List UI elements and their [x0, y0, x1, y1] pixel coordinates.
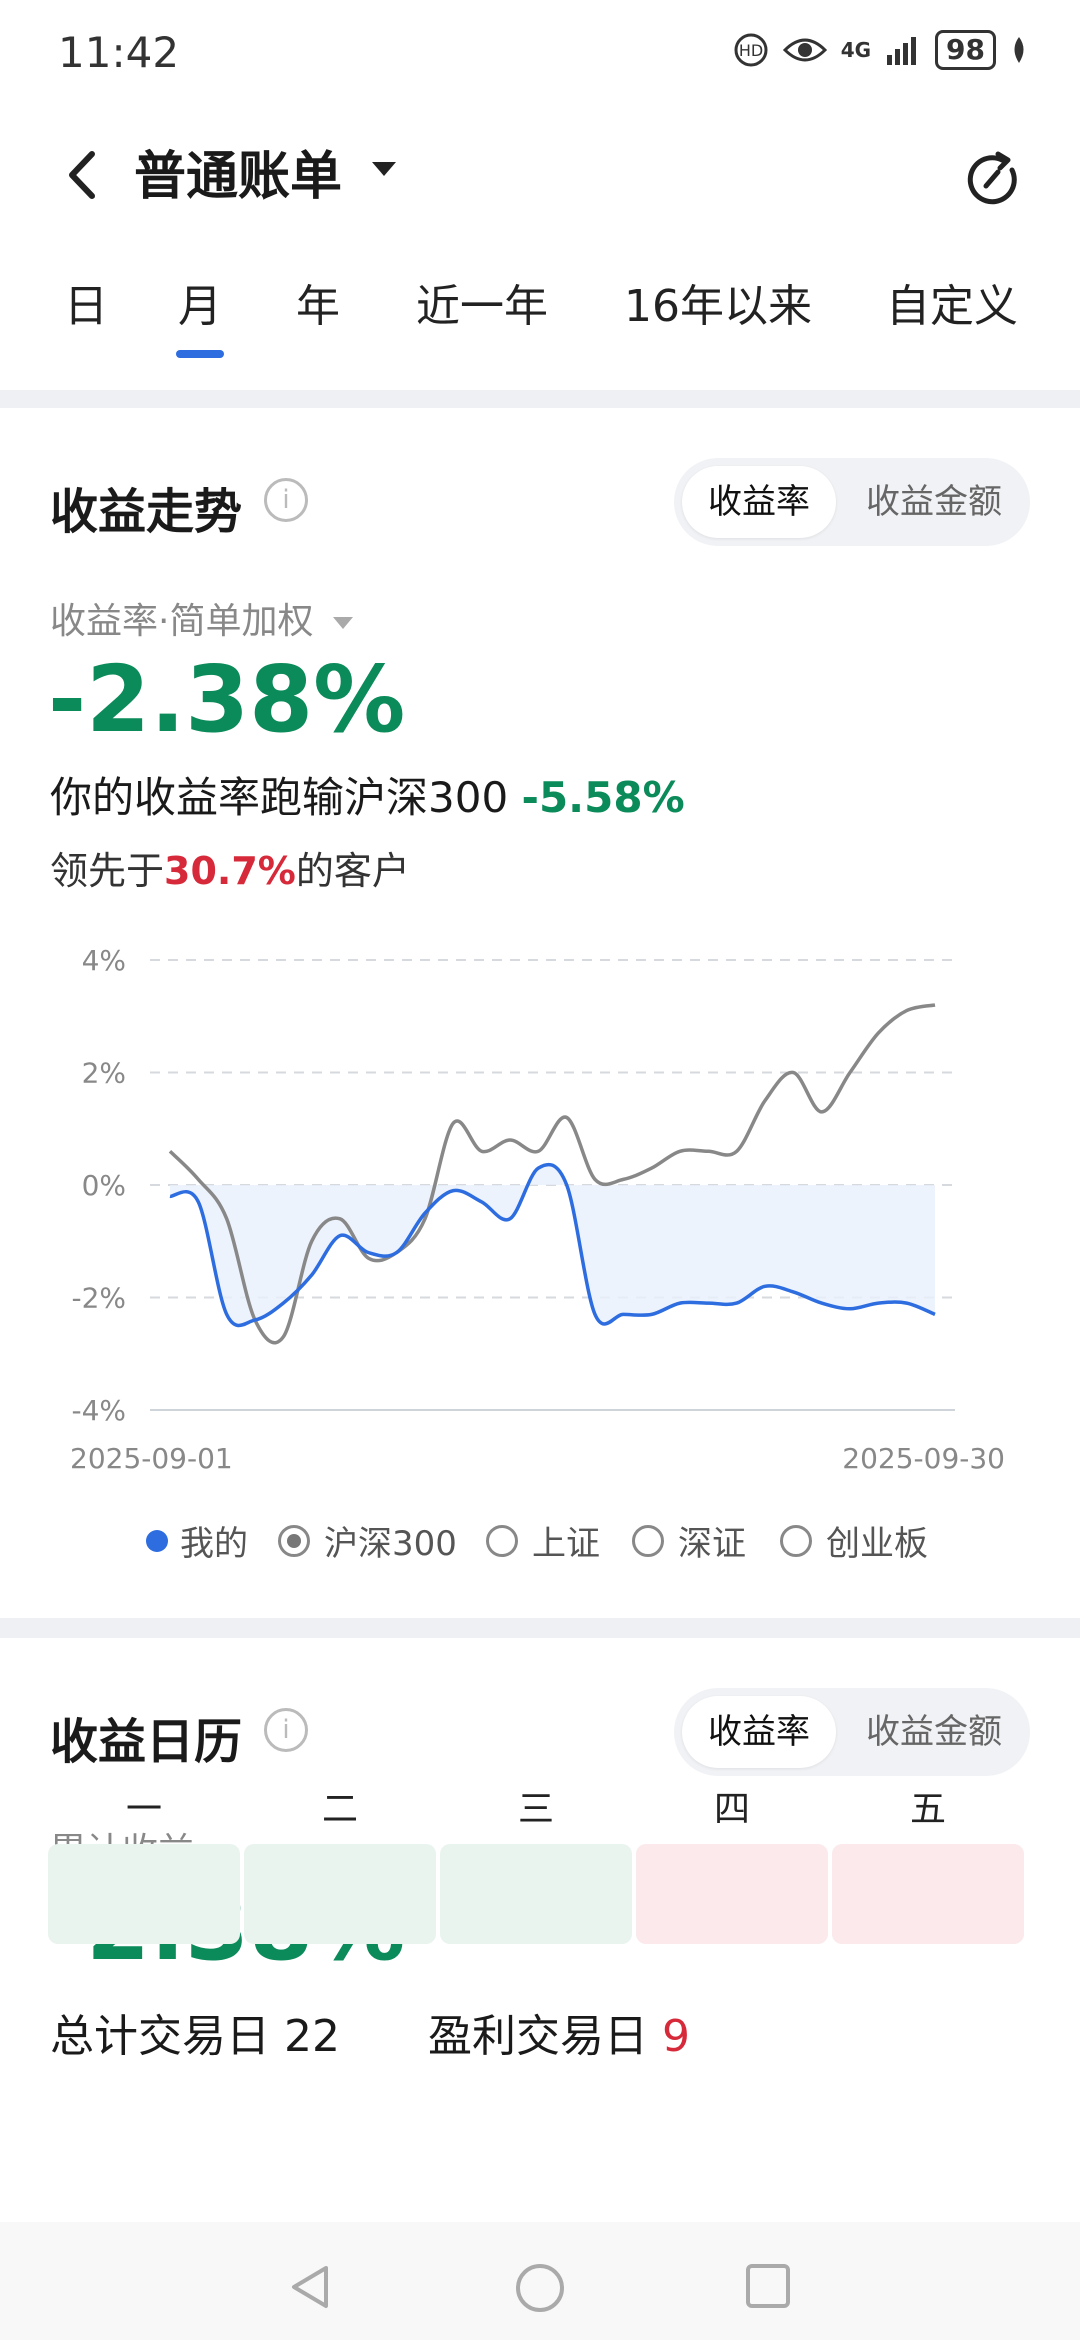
x-end-label: 2025-09-30 [842, 1442, 1005, 1475]
radio-selected-icon [278, 1524, 310, 1557]
legend-cyb[interactable]: 创业板 [780, 1516, 928, 1565]
svg-text:HD: HD [739, 41, 763, 60]
chart-legend: 我的 沪深300 上证 深证 创业板 [0, 1516, 1080, 1576]
tab-last-year[interactable]: 近一年 [416, 281, 548, 332]
calendar-cell[interactable] [636, 1844, 828, 1944]
compare-value: -5.58% [521, 773, 685, 822]
calendar-row [48, 1844, 1032, 1944]
benchmark-compare: 你的收益率跑输沪深300 -5.58% [50, 764, 685, 825]
ranking-text: 领先于30.7%的客户 [50, 840, 410, 895]
trend-chart[interactable]: 4% 2% 0% -2% -4% 2025-09-01 2025-09-30 [0, 928, 1080, 1488]
lead-prefix: 领先于 [50, 849, 165, 893]
y-tick-label: 2% [82, 1057, 126, 1090]
radio-icon [632, 1524, 664, 1557]
weekday-wed: 三 [517, 1789, 554, 1830]
tab-custom[interactable]: 自定义 [886, 281, 1018, 332]
nav-home-icon[interactable] [514, 2262, 566, 2314]
total-label: 总计交易日 [50, 2011, 270, 2062]
legend-sz[interactable]: 深证 [632, 1516, 746, 1565]
nav-back-icon[interactable] [286, 2262, 336, 2312]
tab-day[interactable]: 日 [64, 281, 108, 332]
return-rate-value: -2.38% [48, 646, 406, 753]
calendar-toggle: 收益率 收益金额 [674, 1688, 1030, 1776]
legend-label: 上证 [532, 1524, 600, 1564]
y-tick-label: 0% [82, 1169, 126, 1202]
tab-since-2016[interactable]: 16年以来 [624, 281, 812, 332]
chevron-down-icon[interactable] [372, 162, 396, 176]
trend-title: 收益走势 [50, 484, 243, 540]
calendar-cell[interactable] [48, 1844, 240, 1944]
page-title[interactable]: 普通账单 [134, 147, 343, 207]
compare-text: 你的收益率跑输沪深300 [50, 773, 509, 822]
weekday-tue: 二 [321, 1789, 358, 1830]
eye-icon [782, 38, 827, 62]
trading-days-total: 总计交易日 22 [50, 2000, 340, 2064]
my-return-line [169, 1162, 936, 1328]
top-header: 普通账单 日 月 年 近一年 16年以来 自定义 [0, 110, 1080, 390]
chevron-down-icon [332, 617, 353, 629]
radio-icon [486, 1524, 518, 1557]
battery-indicator: 98 [935, 30, 996, 70]
lead-suffix: 的客户 [295, 849, 410, 893]
toggle-amount[interactable]: 收益金额 [866, 482, 1002, 522]
status-time: 11:42 [58, 28, 180, 77]
calendar-cell[interactable] [440, 1844, 632, 1944]
status-bar: 11:42 HD 4G 98 [0, 0, 1080, 110]
legend-dot [146, 1529, 168, 1552]
back-icon[interactable] [58, 140, 108, 210]
legend-label: 沪深300 [324, 1524, 457, 1564]
calendar-title: 收益日历 [50, 1714, 243, 1770]
info-icon[interactable]: i [264, 478, 308, 522]
weekday-fri: 五 [909, 1789, 946, 1830]
y-tick-label: 4% [82, 944, 126, 977]
tab-year[interactable]: 年 [296, 281, 340, 332]
profit-label: 盈利交易日 [428, 2011, 648, 2062]
leaf-icon [1014, 37, 1024, 63]
profit-days: 盈利交易日 9 [428, 2000, 690, 2064]
system-nav-bar [0, 2222, 1080, 2340]
refresh-icon[interactable] [964, 150, 1024, 210]
hs300-line [168, 1003, 936, 1345]
legend-mine[interactable]: 我的 [146, 1516, 248, 1565]
trend-card: 收益走势 i 收益率 收益金额 收益率·简单加权 -2.38% 你的收益率跑输沪… [0, 408, 1080, 1618]
status-icons: HD 4G 98 [733, 30, 1028, 70]
radio-icon [780, 1524, 812, 1557]
legend-hs300[interactable]: 沪深300 [278, 1516, 457, 1565]
tab-month[interactable]: 月 [178, 270, 222, 334]
toggle-rate[interactable]: 收益率 [682, 466, 836, 538]
metric-selector[interactable]: 收益率·简单加权 [50, 592, 353, 644]
lead-value: 30.7% [164, 849, 296, 893]
calendar-cell[interactable] [244, 1844, 436, 1944]
period-tabs: 日 月 年 近一年 16年以来 自定义 [0, 270, 1080, 360]
toggle-rate[interactable]: 收益率 [682, 1696, 836, 1768]
weekday-thu: 四 [713, 1789, 750, 1830]
metric-label: 收益率·简单加权 [50, 601, 314, 642]
hd-icon: HD [734, 33, 768, 67]
x-start-label: 2025-09-01 [70, 1442, 233, 1475]
my-return-fill [170, 1164, 935, 1326]
weekday-header: 一 二 三 四 五 [48, 1780, 1032, 1830]
weekday-mon: 一 [125, 1789, 162, 1830]
legend-label: 我的 [180, 1524, 248, 1564]
y-tick-label: -4% [71, 1394, 126, 1427]
total-value: 22 [284, 2011, 340, 2062]
y-tick-label: -2% [71, 1282, 126, 1315]
legend-label: 创业板 [826, 1524, 928, 1564]
signal-icon [887, 37, 917, 65]
calendar-cell[interactable] [832, 1844, 1024, 1944]
profit-value: 9 [662, 2011, 690, 2062]
nav-recents-icon[interactable] [744, 2262, 792, 2310]
legend-sh[interactable]: 上证 [486, 1516, 600, 1565]
toggle-amount[interactable]: 收益金额 [866, 1712, 1002, 1752]
info-icon[interactable]: i [264, 1708, 308, 1752]
legend-label: 深证 [678, 1524, 746, 1564]
trend-toggle: 收益率 收益金额 [674, 458, 1030, 546]
network-type: 4G [840, 38, 872, 62]
